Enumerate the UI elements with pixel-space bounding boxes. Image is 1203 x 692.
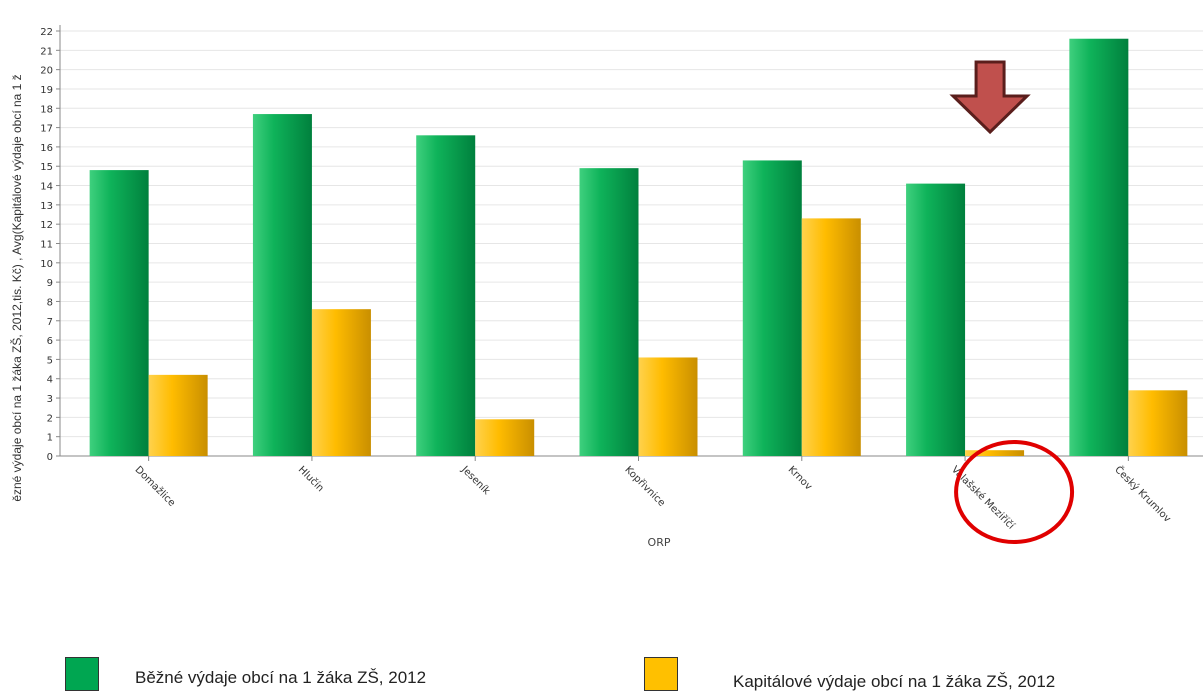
- y-tick-label: 10: [40, 259, 53, 270]
- y-tick-label: 1: [47, 433, 53, 444]
- x-tick-label: Český Krumlov: [1112, 463, 1174, 525]
- bar-series-1: [89, 170, 149, 456]
- bar-series-1: [742, 160, 802, 456]
- arrow-down-annotation: [949, 60, 1031, 135]
- y-tick-label: 17: [40, 124, 53, 135]
- bar-series-1: [579, 168, 639, 456]
- bar-series-2: [148, 374, 208, 456]
- x-tick-label: Jeseník: [458, 463, 492, 497]
- y-tick-label: 3: [47, 394, 53, 405]
- y-tick-label: 9: [47, 278, 53, 289]
- y-tick-label: 4: [47, 375, 53, 386]
- y-tick-label: 5: [47, 355, 53, 366]
- annotations: [949, 60, 1075, 544]
- y-tick-label: 22: [40, 27, 53, 38]
- bar-series-2: [801, 218, 861, 456]
- bar-series-1: [416, 135, 476, 456]
- y-axis-title: ězné výdaje obcí na 1 žáka ZŠ, 2012,tis.…: [9, 74, 24, 501]
- x-tick-label: Domažlice: [133, 464, 178, 509]
- y-tick-label: 0: [47, 452, 53, 463]
- bar-series-2: [638, 357, 698, 456]
- y-tick-label: 7: [47, 317, 53, 328]
- bars: [89, 38, 1188, 457]
- bar-series-1: [1069, 38, 1129, 457]
- x-tick-label: Hlučín: [296, 464, 327, 495]
- y-tick-label: 16: [40, 143, 53, 154]
- y-tick-label: 2: [47, 413, 53, 424]
- bar-series-1: [906, 183, 966, 456]
- x-tick-label: Krnov: [786, 464, 814, 492]
- y-tick-label: 15: [40, 162, 53, 173]
- y-tick-label: 6: [47, 336, 53, 347]
- y-tick-label: 11: [40, 240, 53, 251]
- circle-annotation: [954, 440, 1075, 544]
- bar-series-2: [1128, 390, 1188, 456]
- y-tick-label: 8: [47, 297, 53, 308]
- x-tick-label: Kopřivnice: [622, 464, 667, 509]
- legend-swatch-series-1: [65, 657, 99, 691]
- bar-series-2: [965, 450, 1025, 456]
- legend-label-series-1: Běžné výdaje obcí na 1 žáka ZŠ, 2012: [135, 668, 427, 687]
- bar-series-2: [475, 419, 535, 456]
- y-tick-label: 21: [40, 46, 53, 57]
- y-tick-label: 18: [40, 104, 53, 115]
- y-tick-label: 12: [40, 220, 53, 231]
- bar-series-1: [252, 114, 312, 457]
- bar-series-2: [311, 309, 371, 456]
- legend-swatch-series-2: [644, 657, 678, 691]
- x-axis-title: ORP: [648, 536, 671, 549]
- y-tick-label: 13: [40, 201, 53, 212]
- y-tick-label: 14: [40, 182, 53, 193]
- legend-label-series-2: Kapitálové výdaje obcí na 1 žáka ZŠ, 201…: [733, 672, 1056, 691]
- y-tick-label: 19: [40, 85, 53, 96]
- y-tick-label: 20: [40, 66, 53, 77]
